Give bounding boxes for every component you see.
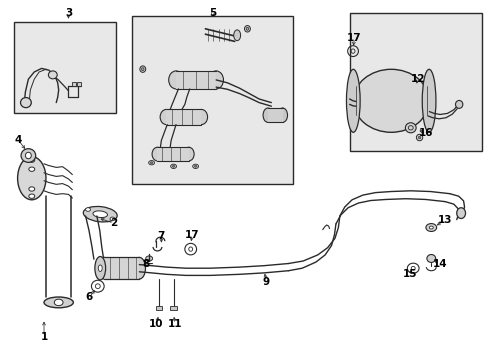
Bar bbox=[72, 82, 76, 86]
Text: 13: 13 bbox=[437, 215, 451, 225]
Ellipse shape bbox=[133, 257, 145, 279]
Ellipse shape bbox=[29, 158, 35, 162]
Ellipse shape bbox=[145, 256, 152, 261]
Text: 6: 6 bbox=[86, 292, 93, 302]
Text: 11: 11 bbox=[167, 319, 182, 329]
Ellipse shape bbox=[150, 162, 152, 164]
Ellipse shape bbox=[277, 108, 287, 122]
Ellipse shape bbox=[95, 256, 105, 280]
Ellipse shape bbox=[85, 208, 90, 211]
Ellipse shape bbox=[233, 30, 240, 41]
Ellipse shape bbox=[208, 71, 223, 89]
Bar bbox=[176, 71, 216, 89]
Ellipse shape bbox=[454, 100, 462, 108]
Bar bbox=[14, 22, 116, 113]
Ellipse shape bbox=[352, 69, 428, 132]
Ellipse shape bbox=[160, 109, 172, 125]
Text: 4: 4 bbox=[15, 135, 22, 145]
Ellipse shape bbox=[21, 149, 36, 162]
Ellipse shape bbox=[425, 224, 436, 231]
Ellipse shape bbox=[168, 71, 183, 89]
Ellipse shape bbox=[44, 297, 73, 308]
Ellipse shape bbox=[456, 208, 465, 219]
Ellipse shape bbox=[405, 123, 415, 133]
Ellipse shape bbox=[20, 98, 31, 108]
Text: 12: 12 bbox=[410, 74, 425, 84]
Text: 16: 16 bbox=[418, 128, 433, 138]
Text: 10: 10 bbox=[149, 319, 163, 329]
Ellipse shape bbox=[29, 167, 35, 171]
Text: 3: 3 bbox=[65, 8, 72, 18]
Ellipse shape bbox=[245, 27, 248, 30]
Ellipse shape bbox=[29, 187, 35, 191]
Ellipse shape bbox=[172, 166, 175, 167]
Ellipse shape bbox=[29, 194, 35, 198]
Ellipse shape bbox=[195, 109, 207, 125]
Ellipse shape bbox=[18, 157, 46, 200]
Ellipse shape bbox=[140, 66, 145, 72]
Ellipse shape bbox=[346, 69, 359, 132]
Text: 17: 17 bbox=[184, 230, 199, 240]
Text: 1: 1 bbox=[41, 332, 47, 342]
Bar bbox=[267, 108, 282, 122]
Text: 8: 8 bbox=[142, 258, 149, 269]
Ellipse shape bbox=[98, 257, 110, 279]
Ellipse shape bbox=[421, 69, 435, 132]
Bar bbox=[132, 16, 293, 184]
Text: 15: 15 bbox=[402, 269, 416, 279]
Ellipse shape bbox=[110, 217, 115, 221]
Ellipse shape bbox=[148, 161, 154, 165]
Ellipse shape bbox=[428, 226, 432, 229]
Ellipse shape bbox=[54, 299, 63, 306]
Ellipse shape bbox=[93, 211, 107, 217]
Bar bbox=[349, 13, 481, 151]
Text: 14: 14 bbox=[432, 258, 447, 269]
Ellipse shape bbox=[194, 166, 196, 167]
Ellipse shape bbox=[152, 147, 163, 161]
Text: 9: 9 bbox=[263, 276, 269, 287]
Bar bbox=[155, 306, 162, 310]
Ellipse shape bbox=[25, 152, 31, 159]
Ellipse shape bbox=[183, 147, 194, 161]
Bar bbox=[77, 82, 81, 86]
Bar bbox=[104, 257, 139, 279]
Bar bbox=[170, 306, 177, 310]
Bar bbox=[157, 147, 188, 161]
Ellipse shape bbox=[416, 134, 422, 141]
Ellipse shape bbox=[263, 108, 272, 122]
Ellipse shape bbox=[192, 164, 198, 168]
Ellipse shape bbox=[426, 255, 435, 262]
Bar bbox=[166, 109, 201, 125]
Text: 5: 5 bbox=[209, 8, 216, 18]
Ellipse shape bbox=[244, 26, 250, 32]
Text: 7: 7 bbox=[157, 231, 165, 241]
Text: 17: 17 bbox=[346, 33, 361, 43]
Ellipse shape bbox=[98, 265, 102, 271]
Ellipse shape bbox=[142, 68, 143, 71]
Ellipse shape bbox=[417, 136, 420, 139]
Ellipse shape bbox=[48, 71, 57, 79]
Ellipse shape bbox=[83, 206, 117, 222]
Ellipse shape bbox=[170, 164, 176, 168]
Text: 2: 2 bbox=[110, 218, 117, 228]
